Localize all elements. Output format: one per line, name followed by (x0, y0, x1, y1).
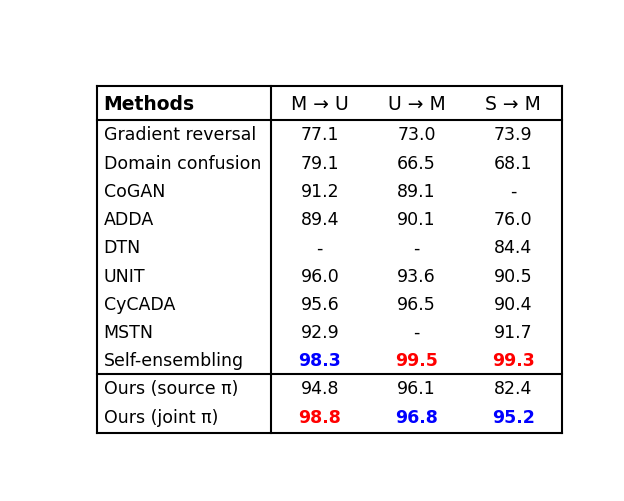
Text: 95.2: 95.2 (492, 408, 535, 426)
Text: 76.0: 76.0 (494, 210, 532, 228)
Text: -: - (413, 239, 420, 257)
Text: Ours (source π): Ours (source π) (104, 380, 238, 398)
Text: 99.3: 99.3 (492, 352, 535, 369)
Text: Domain confusion: Domain confusion (104, 154, 261, 172)
Text: -: - (413, 323, 420, 341)
Text: -: - (510, 182, 517, 200)
Text: ADDA: ADDA (104, 210, 154, 228)
Text: 90.4: 90.4 (494, 295, 532, 313)
Text: Gradient reversal: Gradient reversal (104, 126, 256, 144)
Text: 84.4: 84.4 (494, 239, 532, 257)
Text: 91.7: 91.7 (494, 323, 532, 341)
Text: UNIT: UNIT (104, 267, 145, 285)
Text: U → M: U → M (388, 95, 446, 114)
Text: 91.2: 91.2 (301, 182, 339, 200)
Text: 93.6: 93.6 (397, 267, 436, 285)
Text: 99.5: 99.5 (395, 352, 438, 369)
Text: -: - (316, 239, 323, 257)
Text: 89.4: 89.4 (301, 210, 339, 228)
Text: 90.5: 90.5 (494, 267, 532, 285)
Text: MSTN: MSTN (104, 323, 154, 341)
Text: 89.1: 89.1 (397, 182, 436, 200)
Text: 98.8: 98.8 (298, 408, 341, 426)
Text: 73.9: 73.9 (494, 126, 532, 144)
Text: 96.1: 96.1 (397, 380, 436, 398)
Text: 94.8: 94.8 (301, 380, 339, 398)
Text: 77.1: 77.1 (301, 126, 339, 144)
Text: 96.0: 96.0 (300, 267, 339, 285)
Text: 66.5: 66.5 (397, 154, 436, 172)
Text: DTN: DTN (104, 239, 141, 257)
Text: CoGAN: CoGAN (104, 182, 165, 200)
Text: 79.1: 79.1 (301, 154, 339, 172)
Text: S → M: S → M (485, 95, 541, 114)
Text: Methods: Methods (104, 95, 195, 114)
Text: 95.6: 95.6 (300, 295, 339, 313)
Text: 90.1: 90.1 (397, 210, 436, 228)
Text: 73.0: 73.0 (397, 126, 436, 144)
Text: 98.3: 98.3 (298, 352, 341, 369)
Text: 92.9: 92.9 (300, 323, 339, 341)
Text: 96.5: 96.5 (397, 295, 436, 313)
Text: Self-ensembling: Self-ensembling (104, 352, 244, 369)
Text: M → U: M → U (291, 95, 349, 114)
Text: 96.8: 96.8 (395, 408, 438, 426)
Text: Ours (joint π): Ours (joint π) (104, 408, 218, 426)
Text: 82.4: 82.4 (494, 380, 532, 398)
Text: 68.1: 68.1 (494, 154, 532, 172)
Text: CyCADA: CyCADA (104, 295, 175, 313)
